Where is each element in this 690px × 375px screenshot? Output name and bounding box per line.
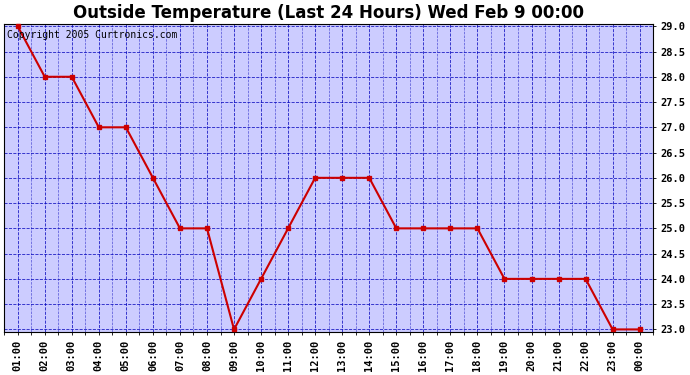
- Text: Copyright 2005 Curtronics.com: Copyright 2005 Curtronics.com: [8, 30, 178, 40]
- Title: Outside Temperature (Last 24 Hours) Wed Feb 9 00:00: Outside Temperature (Last 24 Hours) Wed …: [73, 4, 584, 22]
